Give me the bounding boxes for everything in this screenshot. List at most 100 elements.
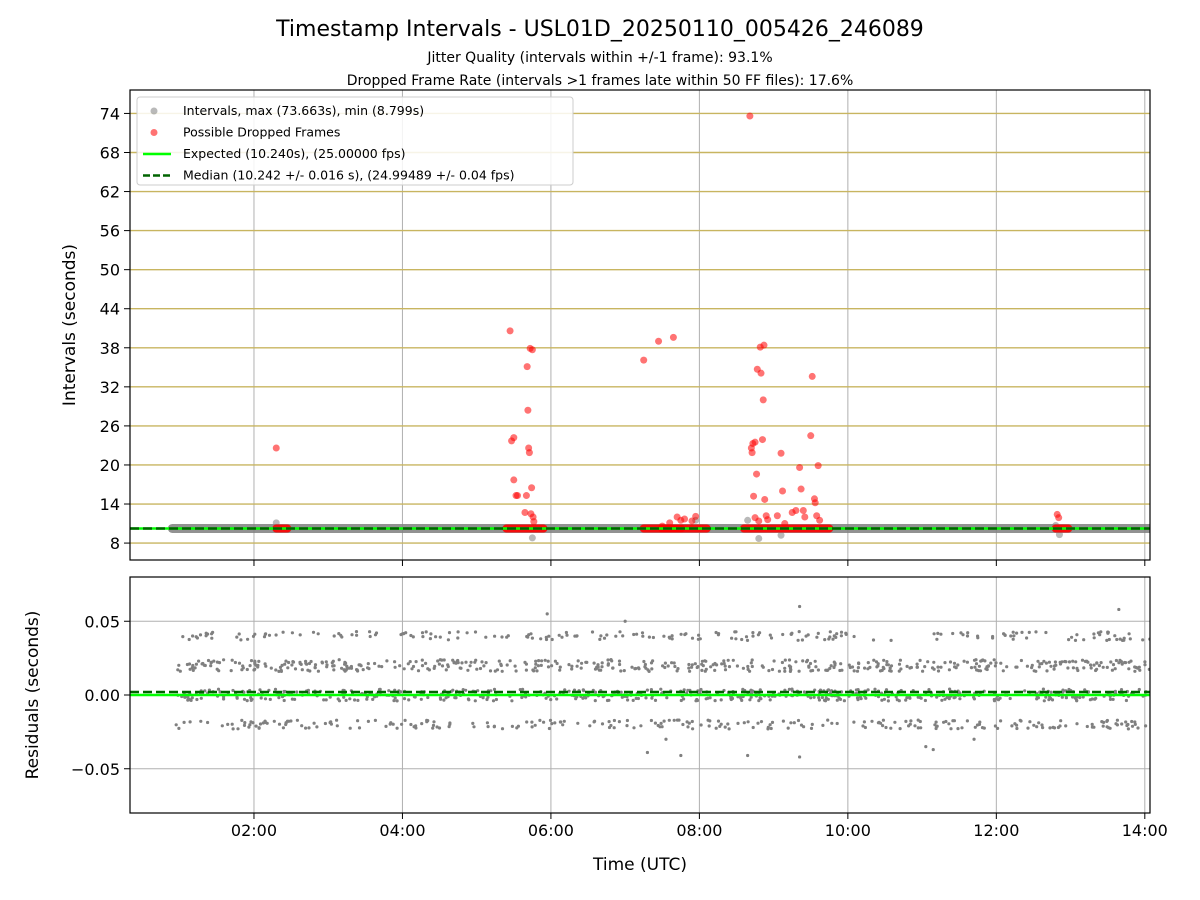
residual-point: [307, 661, 312, 666]
residual-point: [548, 718, 553, 723]
residual-point: [630, 665, 634, 669]
residual-point: [514, 669, 518, 673]
residual-point: [237, 632, 241, 636]
residual-point: [861, 724, 865, 728]
residual-point: [298, 633, 302, 637]
residual-point: [602, 636, 607, 640]
residual-point: [206, 658, 211, 663]
residual-point: [723, 664, 727, 668]
residual-point: [688, 669, 692, 673]
residual-point: [1015, 723, 1019, 727]
residual-point: [965, 660, 970, 664]
residual-point: [1086, 660, 1090, 664]
residual-point: [378, 688, 382, 692]
residual-point: [366, 719, 370, 724]
residual-point: [722, 659, 726, 663]
residual-point: [885, 663, 889, 667]
residual-point: [480, 660, 484, 664]
residual-point: [772, 659, 776, 663]
residual-point: [258, 688, 262, 692]
residual-point: [768, 698, 772, 702]
residual-point: [500, 635, 504, 639]
residual-point: [590, 630, 595, 634]
residual-point: [1143, 660, 1147, 664]
residual-point: [1067, 638, 1071, 642]
residual-point: [611, 666, 615, 670]
residual-point: [934, 720, 938, 724]
residual-point: [306, 668, 310, 672]
residual-point: [1019, 719, 1023, 723]
y-tick-label: 56: [100, 222, 120, 241]
residual-point: [810, 722, 814, 727]
residual-point: [380, 665, 384, 669]
residual-point: [951, 631, 955, 636]
residual-point: [1108, 697, 1113, 702]
residual-point: [215, 667, 219, 671]
residual-point: [1015, 631, 1019, 635]
residual-point: [304, 659, 308, 663]
residual-point: [965, 634, 970, 638]
residual-point: [209, 661, 213, 665]
dropped-frame-point: [797, 485, 805, 493]
residual-point: [194, 635, 198, 639]
residual-point: [723, 668, 728, 672]
residual-point: [472, 725, 476, 729]
residual-point: [718, 724, 722, 729]
residual-point: [952, 661, 957, 665]
residual-point: [690, 663, 694, 667]
residual-point: [600, 661, 604, 665]
residual-point: [1020, 630, 1024, 635]
residual-point: [840, 668, 844, 672]
residual-point: [432, 720, 436, 724]
residual-point: [966, 631, 970, 635]
residual-point: [530, 636, 535, 640]
residual-point: [237, 661, 242, 665]
residual-point: [1008, 696, 1012, 701]
residual-point: [181, 635, 185, 639]
residual-point: [618, 662, 622, 667]
residual-point: [1092, 636, 1096, 640]
residual-point: [530, 720, 534, 724]
residual-point: [830, 721, 834, 725]
residual-point: [526, 635, 530, 639]
residual-point: [991, 636, 995, 640]
residual-point: [1102, 720, 1106, 725]
residual-point: [593, 719, 597, 723]
residual-point: [1114, 658, 1118, 663]
residual-point: [585, 660, 589, 665]
residual-point: [871, 638, 876, 642]
residual-point: [444, 696, 448, 700]
residual-point: [249, 659, 254, 663]
residual-point: [402, 667, 406, 671]
residual-point: [623, 619, 627, 623]
residual-point: [212, 659, 216, 663]
residual-point: [257, 726, 261, 730]
residual-point: [555, 697, 559, 701]
residual-point: [915, 662, 919, 666]
residual-point: [768, 723, 772, 727]
residual-point: [932, 632, 936, 636]
y-tick-label: 68: [100, 143, 120, 162]
residual-point: [411, 664, 416, 669]
residual-point: [835, 721, 839, 726]
residual-point: [1056, 725, 1060, 730]
residual-point: [377, 664, 381, 668]
residual-point: [701, 664, 705, 668]
residual-point: [766, 727, 770, 731]
residual-point: [824, 668, 828, 672]
residual-point: [607, 725, 612, 730]
residual-point: [424, 630, 428, 634]
residual-point: [889, 726, 893, 730]
residual-point: [393, 660, 397, 664]
residual-point: [1105, 665, 1109, 670]
residual-point: [944, 719, 948, 724]
residual-point: [939, 632, 943, 636]
residual-point: [486, 725, 490, 729]
residual-point: [691, 727, 695, 731]
intervals-plot: 8 14 20 26 32 38 44 50 56 62 68 74 Intervals, max (7…: [100, 89, 1151, 566]
residual-point: [281, 630, 285, 634]
residual-point: [293, 667, 298, 671]
residual-point: [975, 723, 980, 727]
residual-point: [751, 725, 755, 730]
